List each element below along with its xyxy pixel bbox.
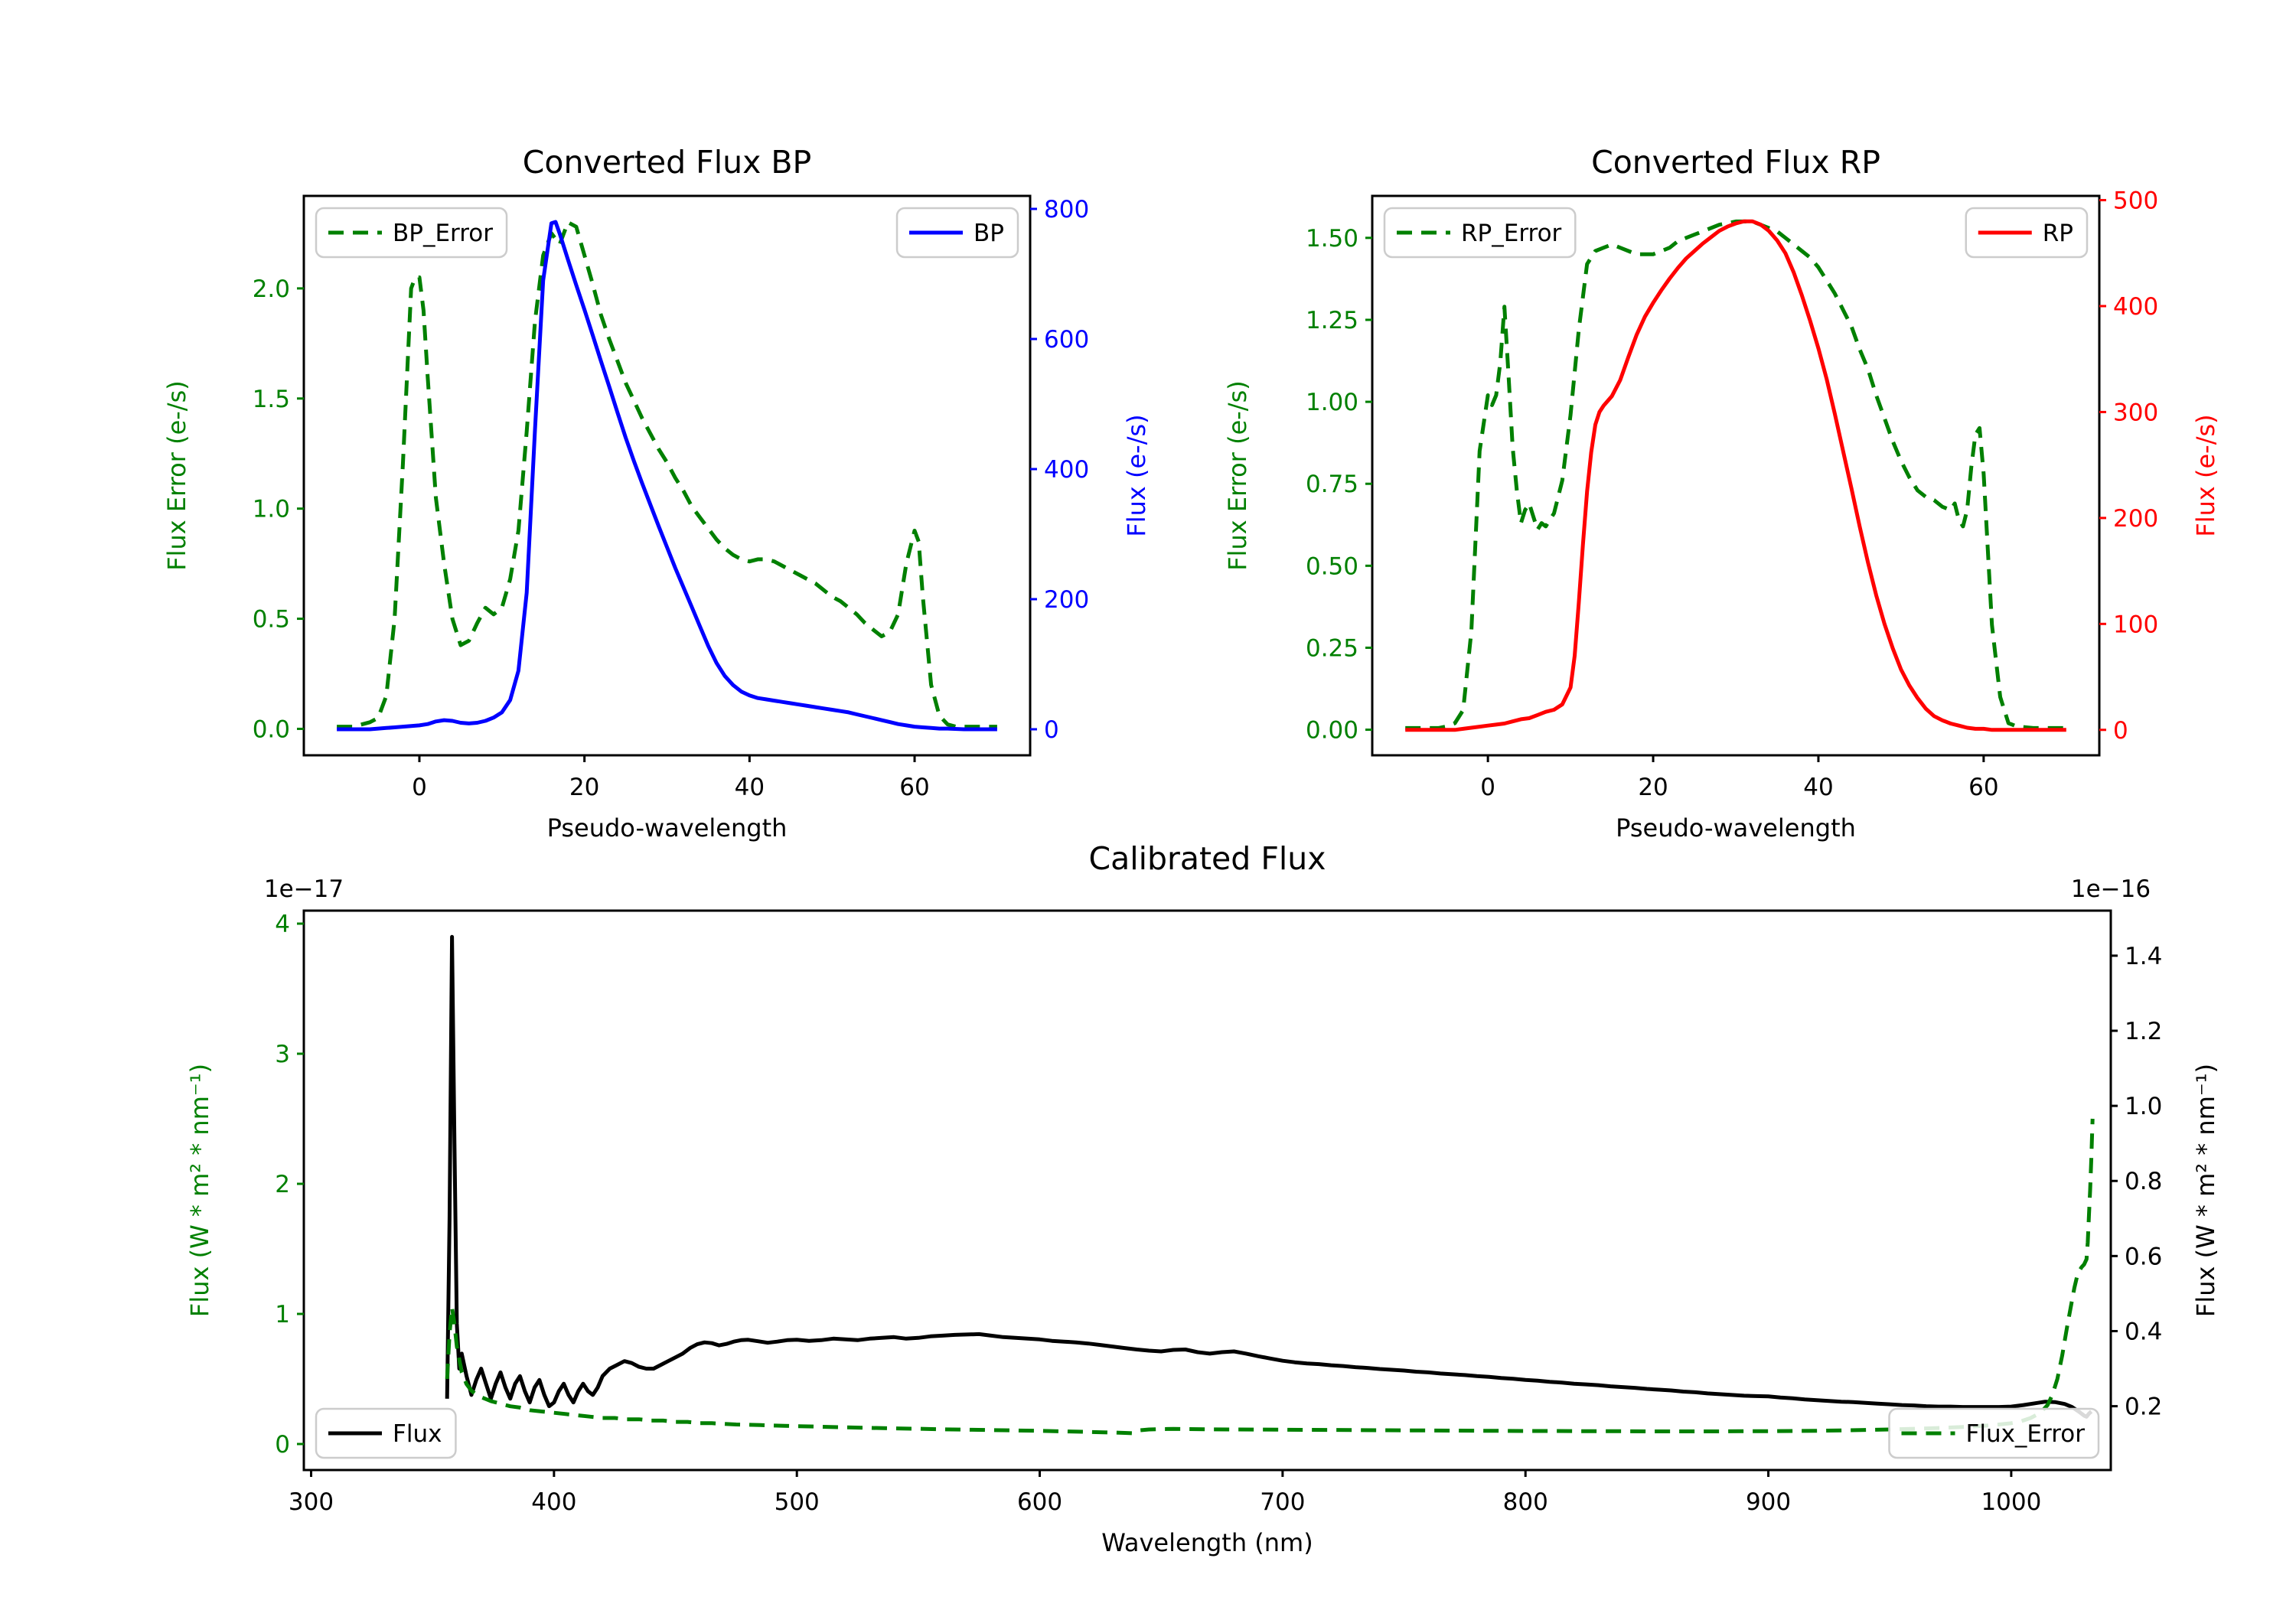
left-y-tick-label: 0.50: [1306, 553, 1358, 580]
right-y-axis-label: Flux (e-/s): [2191, 414, 2220, 536]
series-line-flux_error: [445, 1118, 2095, 1436]
left-y-axis-label: Flux (W * m² * nm⁻¹): [185, 1064, 214, 1317]
x-tick-label: 60: [899, 774, 929, 801]
legend-bp_error: BP_Error: [315, 207, 508, 259]
x-axis-label: Pseudo-wavelength: [547, 813, 788, 843]
left-y-tick-label: 1.50: [1306, 225, 1358, 253]
chart-title: Calibrated Flux: [1088, 840, 1326, 877]
left-y-tick-label: 0: [275, 1431, 290, 1459]
left-y-tick-label: 1.0: [253, 496, 290, 523]
right-y-axis-label: Flux (e-/s): [1122, 414, 1151, 536]
right-y-tick-label: 0.8: [2125, 1168, 2162, 1195]
x-tick-label: 300: [289, 1488, 334, 1516]
chart-title: Converted Flux BP: [523, 144, 812, 181]
plot-border: [302, 194, 1032, 757]
right-y-tick-label: 100: [2113, 611, 2158, 638]
legend-box: [315, 1407, 457, 1459]
legend-flux_error: Flux_Error: [1888, 1407, 2100, 1459]
x-axis-label: Pseudo-wavelength: [1616, 813, 1856, 843]
right-y-tick-label: 400: [2113, 293, 2158, 321]
x-tick-label: 60: [1968, 774, 1998, 801]
legend-label: Flux: [393, 1420, 442, 1448]
left-y-tick-label: 3: [275, 1041, 290, 1068]
chart-title: Converted Flux RP: [1591, 144, 1880, 181]
x-tick-label: 900: [1746, 1488, 1791, 1516]
legend-label: RP: [2043, 220, 2073, 247]
right-y-tick-label: 800: [1044, 196, 1089, 223]
right-y-tick-label: 0: [1044, 716, 1059, 744]
right-y-tick-label: 200: [1044, 586, 1089, 614]
series-line-bp: [337, 220, 997, 732]
series-line-flux: [445, 934, 2093, 1419]
left-y-tick-label: 4: [275, 911, 290, 938]
left-y-tick-label: 1.5: [253, 386, 290, 413]
chart-converted-flux-rp: Converted Flux RP 0 20 40 60 Pseudo-wavelengt…: [1223, 144, 2220, 843]
x-tick-label: 600: [1017, 1488, 1062, 1516]
right-y-tick-label: 0.4: [2125, 1318, 2162, 1345]
left-y-tick-label: 1: [275, 1301, 290, 1328]
x-tick-label: 0: [412, 774, 427, 801]
left-y-tick-label: 2: [275, 1171, 290, 1198]
left-y-tick-label: 2.0: [253, 275, 290, 303]
right-y-tick-label: 600: [1044, 326, 1089, 354]
legend-label: BP_Error: [393, 220, 493, 247]
right-y-tick-label: 500: [2113, 187, 2158, 215]
chart-converted-flux-bp: Converted Flux BP 0 20 40 60 Pseudo-wavelengt…: [162, 144, 1151, 843]
left-y-axis-label: Flux Error (e-/s): [162, 380, 191, 571]
right-y-tick-label: 1.0: [2125, 1093, 2162, 1120]
right-y-tick-label: 400: [1044, 456, 1089, 484]
left-axis-offset-text: 1e−17: [264, 875, 344, 903]
right-axis-offset-text: 1e−16: [2071, 875, 2151, 903]
legend-rp_error: RP_Error: [1383, 207, 1577, 259]
x-tick-label: 800: [1503, 1488, 1548, 1516]
legend-box: [315, 207, 508, 259]
right-y-tick-label: 0: [2113, 717, 2128, 745]
left-y-tick-label: 0.00: [1306, 717, 1358, 745]
left-y-tick-label: 0.0: [253, 715, 290, 743]
left-y-tick-label: 1.25: [1306, 307, 1358, 334]
legend-label: Flux_Error: [1966, 1420, 2086, 1448]
x-tick-label: 20: [569, 774, 599, 801]
left-y-tick-label: 0.75: [1306, 471, 1358, 498]
right-y-tick-label: 0.6: [2125, 1243, 2162, 1270]
legend-label: RP_Error: [1461, 220, 1562, 247]
right-y-tick-label: 1.2: [2125, 1018, 2162, 1045]
series-line-bp_error: [337, 220, 997, 729]
plot-border: [1371, 194, 2101, 757]
right-y-tick-label: 1.4: [2125, 943, 2162, 970]
left-y-axis-label: Flux Error (e-/s): [1223, 380, 1252, 571]
legend-bp: BP: [895, 207, 1019, 259]
legend-rp: RP: [1965, 207, 2089, 259]
right-y-tick-label: 200: [2113, 505, 2158, 533]
left-y-tick-label: 0.5: [253, 606, 290, 634]
x-tick-label: 40: [735, 774, 765, 801]
right-y-tick-label: 300: [2113, 399, 2158, 426]
x-tick-label: 40: [1803, 774, 1833, 801]
x-tick-label: 1000: [1981, 1488, 2041, 1516]
x-tick-label: 400: [531, 1488, 576, 1516]
legend-flux: Flux: [315, 1407, 457, 1459]
legend-box: [1383, 207, 1577, 259]
legend-box: [1888, 1407, 2100, 1459]
x-tick-label: 500: [775, 1488, 820, 1516]
x-axis-label: Wavelength (nm): [1101, 1528, 1313, 1557]
plot-border: [302, 909, 2112, 1472]
series-line-rp: [1405, 219, 2066, 732]
chart-calibrated-flux: Calibrated Flux 300 400 500 600 700 800 900 1000…: [185, 840, 2220, 1557]
left-y-tick-label: 1.00: [1306, 389, 1358, 416]
x-tick-label: 20: [1638, 774, 1668, 801]
left-y-tick-label: 0.25: [1306, 634, 1358, 662]
right-y-tick-label: 0.2: [2125, 1393, 2162, 1421]
right-y-axis-label: Flux (W * m² * nm⁻¹): [2191, 1064, 2220, 1317]
x-tick-label: 700: [1260, 1488, 1305, 1516]
x-tick-label: 0: [1480, 774, 1495, 801]
series-line-rp_error: [1405, 219, 2066, 730]
legend-label: BP: [974, 220, 1004, 247]
